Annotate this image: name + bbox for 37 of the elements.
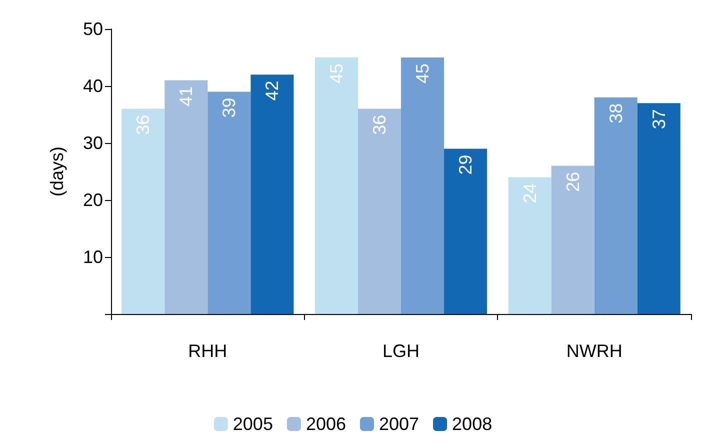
legend-label: 2008	[452, 414, 492, 434]
bar	[401, 58, 444, 314]
data-label: 45	[326, 64, 346, 84]
bar	[358, 108, 401, 314]
data-label: 39	[219, 98, 240, 118]
y-tick-label: 40	[82, 76, 103, 96]
bar	[164, 80, 208, 314]
data-label: 24	[520, 183, 540, 204]
y-tick-label: 50	[82, 19, 103, 39]
legend-label: 2005	[232, 414, 273, 434]
data-label: 41	[176, 86, 196, 106]
data-label: 36	[133, 114, 154, 135]
x-tick-label: LGH	[382, 341, 420, 361]
bar	[208, 92, 251, 314]
data-label: 37	[648, 109, 669, 130]
bar	[444, 148, 488, 314]
data-label: 26	[562, 172, 583, 192]
y-axis-title: (days)	[47, 146, 67, 197]
data-label: 42	[262, 80, 282, 101]
y-tick-label: 20	[82, 190, 103, 210]
x-tick-label: NWRH	[566, 341, 622, 361]
x-tick-label: RHH	[188, 341, 228, 361]
legend-label: 2007	[379, 414, 420, 434]
data-label: 36	[369, 114, 390, 135]
bar	[122, 108, 165, 314]
y-tick-label: 10	[82, 247, 103, 267]
bar	[250, 74, 294, 314]
bar	[551, 166, 594, 314]
data-label: 38	[606, 103, 626, 124]
y-tick-label: 30	[82, 133, 103, 153]
bar	[508, 177, 552, 314]
bar	[594, 97, 638, 314]
data-label: 45	[412, 64, 433, 84]
bar	[637, 103, 680, 314]
bar	[314, 58, 358, 314]
legend-label: 2006	[306, 414, 346, 434]
data-label: 29	[456, 154, 476, 175]
